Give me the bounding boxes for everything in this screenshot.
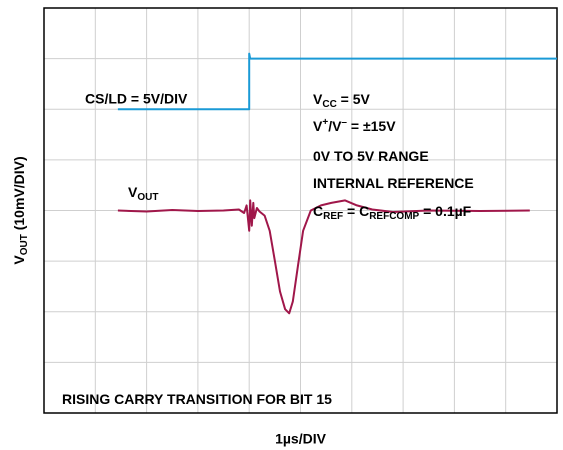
text-segment: CC	[322, 99, 336, 110]
annotation: RISING CARRY TRANSITION FOR BIT 15	[62, 391, 332, 407]
text-segment: REF	[323, 211, 343, 222]
series-label: CS/LD = 5V/DIV	[85, 91, 188, 107]
text-segment: OUT	[137, 192, 158, 203]
text-segment: = 0.1µF	[419, 203, 471, 219]
text-segment: –	[341, 117, 347, 128]
series-label: VOUT	[128, 184, 158, 203]
x-axis-label: 1µs/DIV	[275, 431, 327, 447]
text-segment: C	[313, 203, 323, 219]
text-segment: +	[322, 117, 328, 128]
text-segment: V	[128, 184, 138, 200]
text-segment: V	[313, 91, 323, 107]
text-segment: V	[313, 118, 323, 134]
plot-frame	[43, 7, 558, 414]
text-segment: V	[11, 255, 27, 265]
text-segment: = C	[343, 203, 369, 219]
trace	[117, 199, 530, 315]
text-segment: 0V TO 5V RANGE	[313, 148, 429, 164]
text-segment: /V	[328, 118, 342, 134]
y-axis-label: VOUT (10mV/DIV)	[11, 156, 30, 264]
text-segment: OUT	[19, 234, 30, 255]
text-segment: (10mV/DIV)	[11, 156, 27, 234]
annotation: INTERNAL REFERENCE	[313, 175, 474, 191]
trace	[117, 52, 557, 111]
text-segment: = 5V	[337, 91, 371, 107]
annotation: 0V TO 5V RANGE	[313, 148, 429, 164]
text-segment: = ±15V	[347, 118, 396, 134]
annotation: CREF = CREFCOMP = 0.1µF	[313, 203, 472, 222]
text-segment: RISING CARRY TRANSITION FOR BIT 15	[62, 391, 332, 407]
text-segment: REFCOMP	[369, 211, 419, 222]
annotation: V+/V– = ±15V	[313, 117, 396, 134]
annotation: VCC = 5V	[313, 91, 371, 110]
text-segment: INTERNAL REFERENCE	[313, 175, 474, 191]
